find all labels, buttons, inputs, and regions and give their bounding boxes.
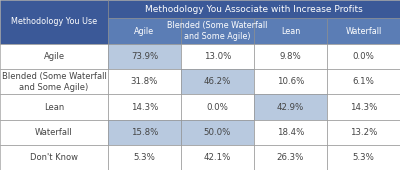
Text: 18.4%: 18.4% (277, 128, 304, 137)
Bar (254, 69, 327, 94)
Bar (327, 94, 400, 120)
Bar (0, 94, 108, 120)
Bar (181, 44, 254, 69)
Bar (327, 44, 400, 69)
Text: 0.0%: 0.0% (206, 103, 228, 112)
Bar (254, 94, 327, 120)
Text: Waterfall: Waterfall (35, 128, 73, 137)
Text: 42.1%: 42.1% (204, 153, 231, 162)
Bar (108, 94, 181, 120)
Bar (108, 44, 181, 69)
Text: 46.2%: 46.2% (204, 77, 231, 86)
Bar (108, 0, 400, 18)
Text: 15.8%: 15.8% (131, 128, 158, 137)
Text: Methodology You Associate with Increase Profits: Methodology You Associate with Increase … (145, 4, 363, 13)
Text: 5.3%: 5.3% (352, 153, 374, 162)
Bar (108, 18, 181, 44)
Bar (327, 69, 400, 94)
Text: Waterfall: Waterfall (345, 27, 382, 36)
Text: Don't Know: Don't Know (30, 153, 78, 162)
Text: 5.3%: 5.3% (134, 153, 156, 162)
Bar (181, 69, 254, 94)
Text: 9.8%: 9.8% (280, 52, 301, 61)
Bar (0, 44, 108, 69)
Text: 6.1%: 6.1% (352, 77, 374, 86)
Bar (0, 69, 108, 94)
Bar (327, 145, 400, 170)
Text: Blended (Some Waterfall
and Some Agile): Blended (Some Waterfall and Some Agile) (2, 72, 106, 91)
Text: 0.0%: 0.0% (352, 52, 374, 61)
Text: 13.0%: 13.0% (204, 52, 231, 61)
Text: Blended (Some Waterfall
and Some Agile): Blended (Some Waterfall and Some Agile) (167, 21, 268, 41)
Bar (108, 120, 181, 145)
Text: 14.3%: 14.3% (350, 103, 377, 112)
Bar (327, 120, 400, 145)
Text: 13.2%: 13.2% (350, 128, 377, 137)
Bar (254, 145, 327, 170)
Text: Methodology You Use: Methodology You Use (11, 18, 97, 27)
Bar (327, 18, 400, 44)
Bar (108, 69, 181, 94)
Text: 50.0%: 50.0% (204, 128, 231, 137)
Bar (0, 145, 108, 170)
Text: Agile: Agile (134, 27, 154, 36)
Text: 31.8%: 31.8% (131, 77, 158, 86)
Text: 14.3%: 14.3% (131, 103, 158, 112)
Text: 42.9%: 42.9% (277, 103, 304, 112)
Bar (254, 44, 327, 69)
Bar (181, 145, 254, 170)
Text: 10.6%: 10.6% (277, 77, 304, 86)
Text: Lean: Lean (281, 27, 300, 36)
Bar (254, 18, 327, 44)
Text: 73.9%: 73.9% (131, 52, 158, 61)
Bar (0, 0, 108, 44)
Bar (181, 18, 254, 44)
Text: Lean: Lean (44, 103, 64, 112)
Bar (181, 120, 254, 145)
Text: 26.3%: 26.3% (277, 153, 304, 162)
Bar (0, 120, 108, 145)
Bar (108, 145, 181, 170)
Bar (254, 120, 327, 145)
Text: Agile: Agile (44, 52, 64, 61)
Bar (181, 94, 254, 120)
